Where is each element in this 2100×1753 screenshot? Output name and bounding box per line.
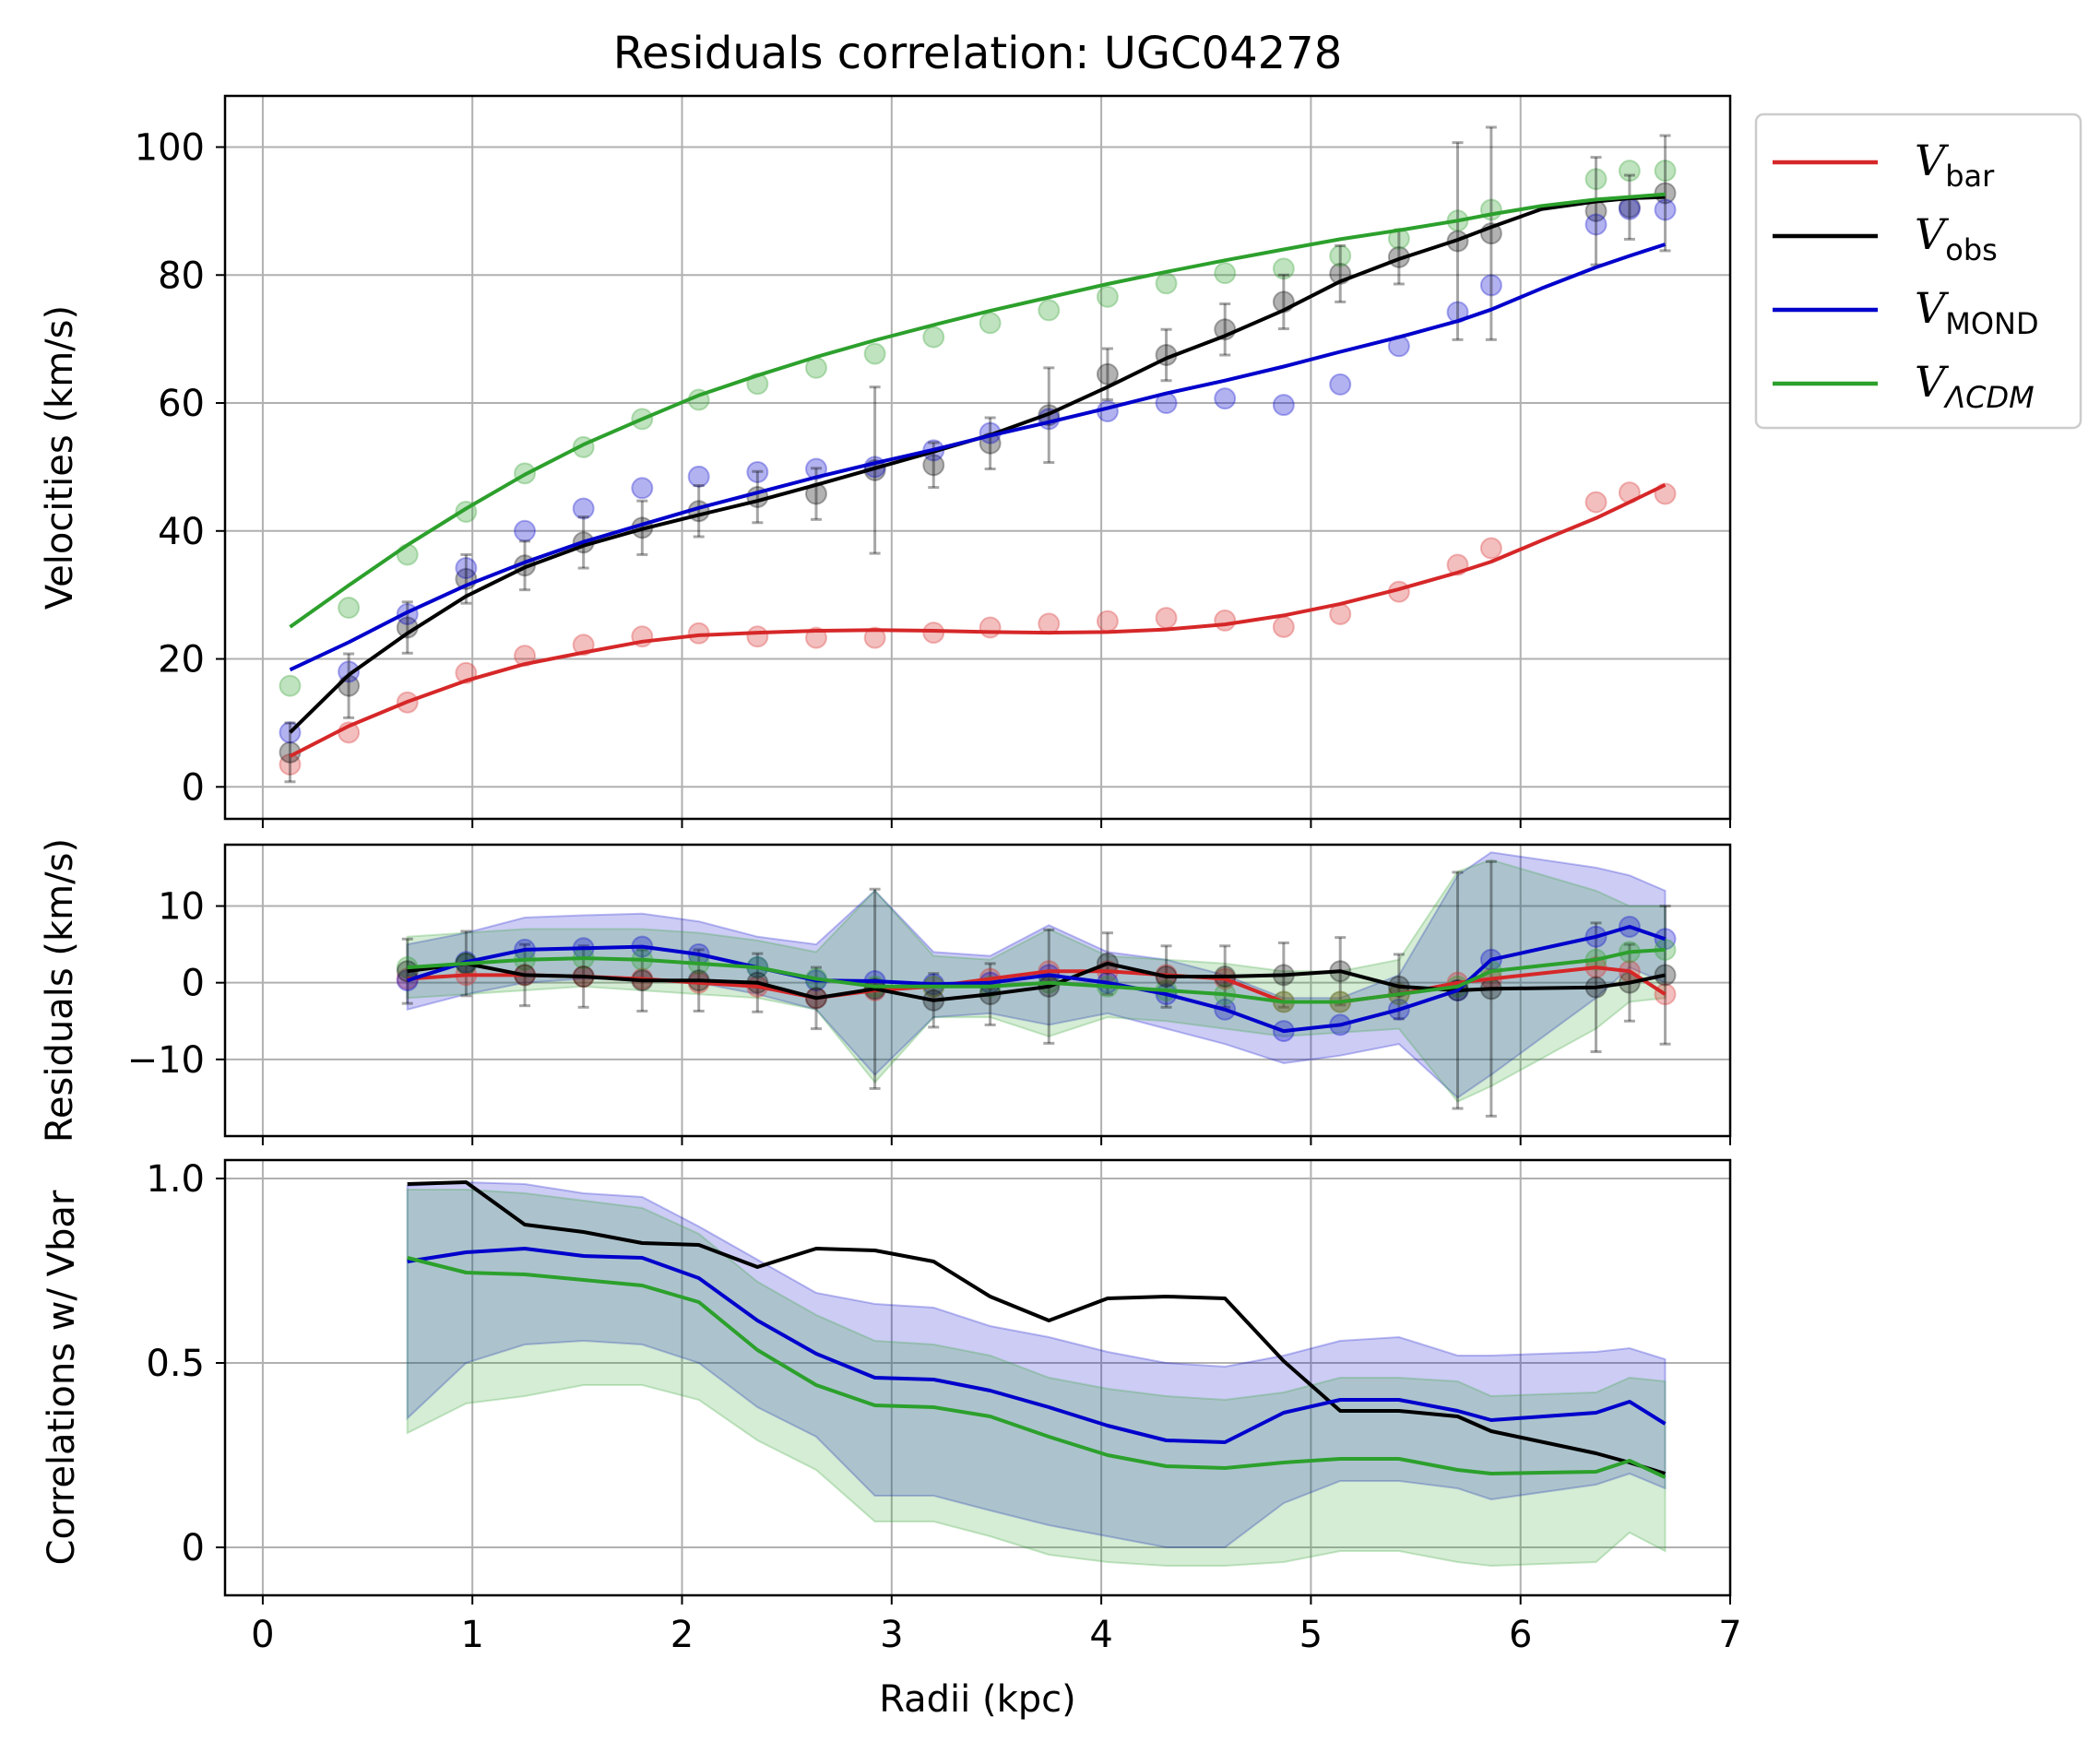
- data-point-bar: [1155, 607, 1178, 630]
- x-axis-label: Radii (kpc): [879, 1678, 1076, 1721]
- data-point-obs: [1654, 964, 1677, 987]
- series-line-mond: [407, 1247, 1667, 1444]
- data-point-bar: [1479, 537, 1502, 560]
- axes-frame: [223, 94, 1732, 821]
- data-point-mond: [1329, 373, 1352, 396]
- residuals-panel: −10 0 10 Residuals (km/s): [39, 838, 1732, 1145]
- legend-label-subscript: obs: [1945, 232, 1998, 267]
- data-point-λcdm: [1155, 272, 1178, 295]
- y-tick-label: 10: [158, 886, 205, 929]
- data-point-mond: [687, 465, 710, 488]
- data-point-λcdm: [1584, 168, 1608, 191]
- series-line-λcdm: [407, 1256, 1667, 1479]
- x-tick-label: 2: [670, 1614, 694, 1656]
- data-point-λcdm: [1329, 244, 1352, 267]
- series-line-v-mond: [289, 243, 1667, 672]
- x-tick-label: 6: [1509, 1614, 1532, 1656]
- x-tick-label: 0: [251, 1614, 274, 1656]
- data-point-bar: [1214, 609, 1237, 632]
- y-axis-label: Correlations w/ Vbar: [41, 1190, 83, 1565]
- uncertainty-band-λcdm: [406, 1189, 1667, 1568]
- data-point-bar: [979, 616, 1002, 639]
- data-point-λcdm: [1214, 262, 1237, 285]
- series-line-obs: [407, 961, 1666, 1002]
- data-point-bar: [1654, 983, 1677, 1006]
- x-tick-label: 3: [880, 1614, 903, 1656]
- data-point-bar: [1096, 610, 1119, 633]
- data-point-bar: [746, 625, 769, 648]
- x-tick-label: 1: [460, 1614, 483, 1656]
- y-tick-label: 0.5: [146, 1343, 205, 1385]
- data-point-mond: [514, 519, 537, 542]
- y-axis-label: Residuals (km/s): [39, 838, 81, 1143]
- velocities-panel: 0 20 40 60 80 100 Velocities (km/s): [39, 94, 1732, 828]
- data-point-λcdm: [396, 543, 419, 566]
- uncertainty-band-mond: [406, 1180, 1667, 1548]
- data-point-mond: [1654, 198, 1677, 221]
- y-tick-label: 80: [158, 255, 205, 297]
- data-point-mond: [455, 557, 478, 580]
- y-tick-label: −10: [127, 1039, 205, 1082]
- series-line-v-bar: [289, 483, 1667, 758]
- data-point-mond: [1479, 274, 1502, 297]
- series-line-v-obs: [289, 195, 1666, 734]
- data-point-bar: [1584, 491, 1608, 514]
- correlations-panel: 0 0.5 1.0 0 1 2 3 4 5 6 7 Correlations w/ Vbar Radii…: [41, 1158, 1742, 1721]
- y-tick-label: 100: [135, 127, 205, 170]
- data-point-λcdm: [1038, 299, 1061, 322]
- data-point-λcdm: [863, 342, 886, 365]
- series-line-v-λcdm: [289, 192, 1666, 629]
- data-point-mond: [1654, 928, 1677, 951]
- data-point-λcdm: [338, 597, 361, 620]
- legend-box: [1754, 113, 2082, 430]
- axes-frame: [223, 1158, 1732, 1597]
- series-line-λcdm: [407, 947, 1666, 1004]
- data-point-mond: [1214, 387, 1237, 410]
- data-point-λcdm: [1618, 160, 1641, 183]
- y-tick-label: 20: [158, 639, 205, 681]
- legend-label-subscript: MOND: [1945, 306, 2038, 341]
- data-point-mond: [1272, 394, 1295, 417]
- data-point-mond: [631, 477, 654, 500]
- data-point-λcdm: [1096, 285, 1119, 308]
- data-point-λcdm: [979, 312, 1002, 335]
- data-point-mond: [338, 660, 361, 683]
- legend-label-subscript: bar: [1945, 159, 1995, 194]
- x-tick-label: 7: [1718, 1614, 1741, 1656]
- data-point-mond: [572, 497, 595, 520]
- x-tick-label: 5: [1299, 1614, 1323, 1656]
- y-tick-label: 60: [158, 383, 205, 425]
- axes-frame: [223, 843, 1732, 1138]
- data-point-obs: [1096, 362, 1119, 385]
- uncertainty-band-λcdm: [406, 859, 1667, 1103]
- y-tick-label: 40: [158, 511, 205, 553]
- legend-label-subscript: ΛCDM: [1942, 380, 2034, 415]
- data-point-λcdm: [279, 674, 302, 697]
- data-point-bar: [863, 626, 886, 649]
- y-tick-label: 0: [182, 1527, 205, 1569]
- data-point-λcdm: [1654, 160, 1677, 183]
- data-point-obs: [922, 454, 945, 477]
- y-tick-label: 1.0: [146, 1158, 205, 1201]
- series-line-obs: [407, 1180, 1667, 1475]
- y-tick-label: 0: [182, 766, 205, 809]
- data-point-λcdm: [1272, 257, 1295, 280]
- data-point-bar: [1272, 615, 1295, 638]
- data-point-mond: [1584, 213, 1608, 236]
- x-tick-label: 4: [1089, 1614, 1112, 1656]
- chart-title: Residuals correlation: UGC04278: [613, 28, 1343, 79]
- y-tick-label: 0: [182, 963, 205, 1005]
- data-point-λcdm: [922, 326, 945, 349]
- data-point-mond: [746, 460, 769, 483]
- y-axis-label: Velocities (km/s): [39, 305, 81, 610]
